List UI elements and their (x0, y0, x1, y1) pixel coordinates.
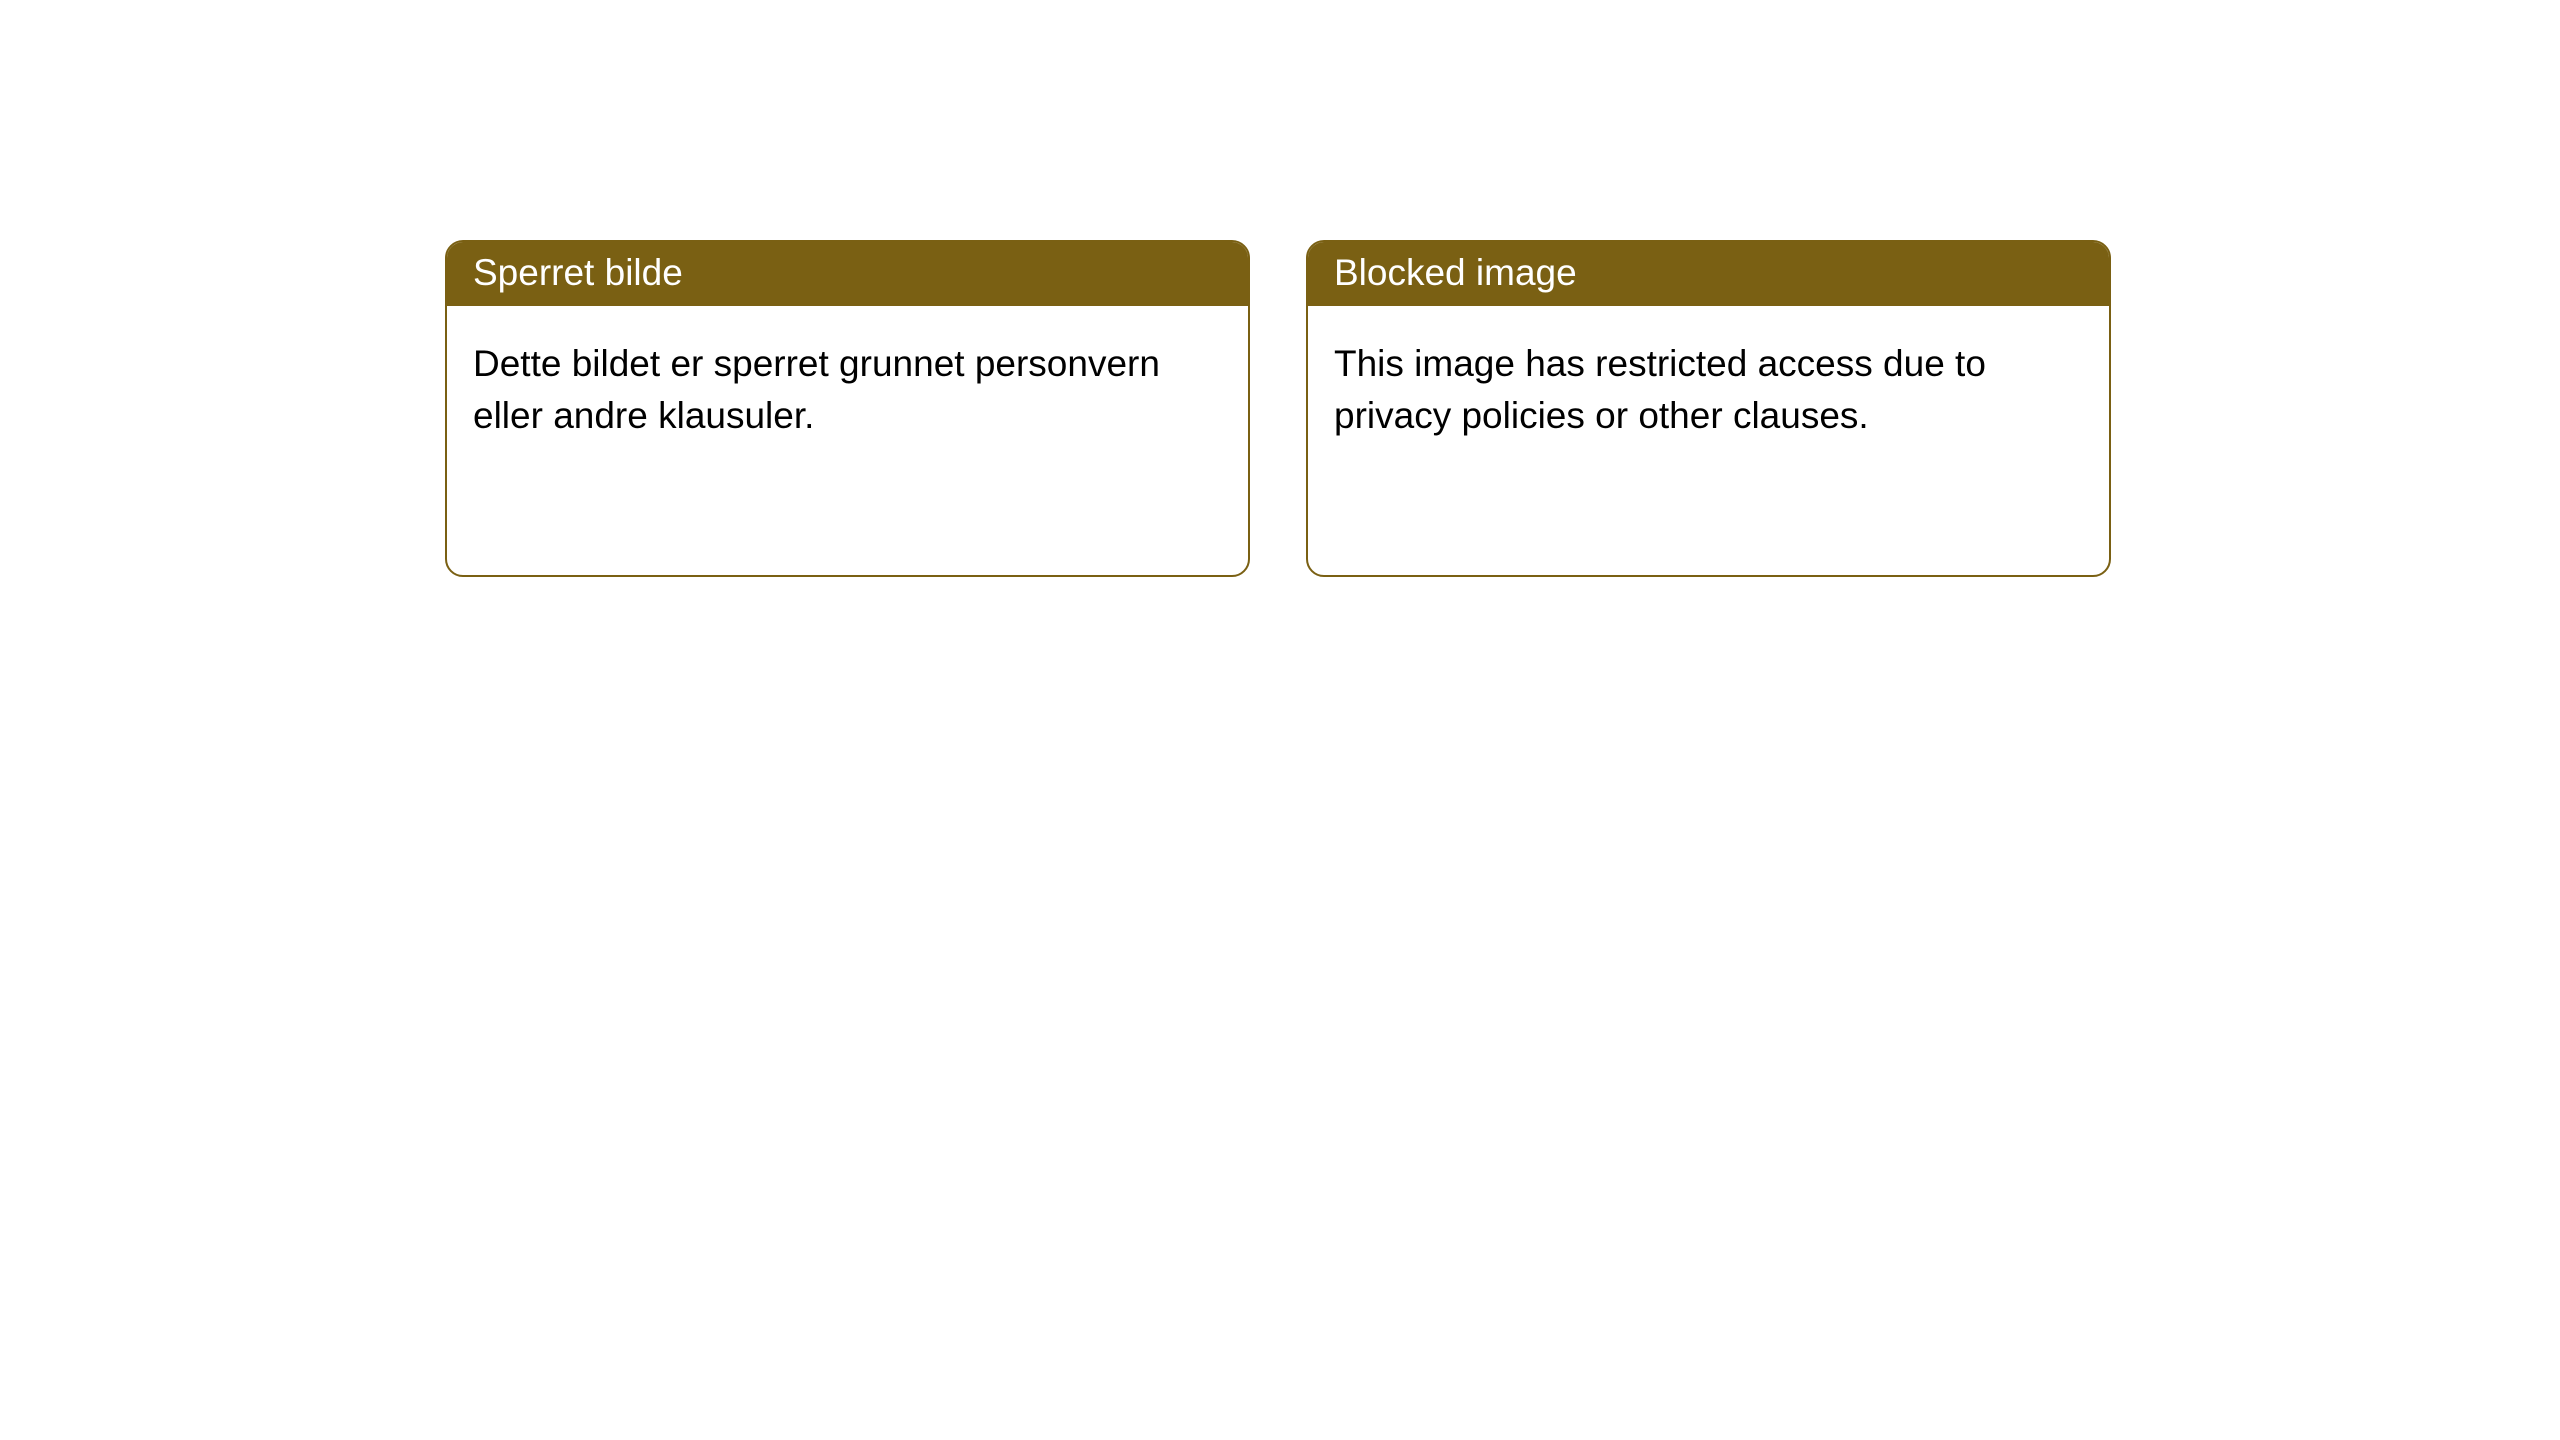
notice-container: Sperret bilde Dette bildet er sperret gr… (0, 0, 2560, 577)
notice-body: Dette bildet er sperret grunnet personve… (447, 306, 1248, 474)
notice-header: Sperret bilde (447, 242, 1248, 306)
notice-card-norwegian: Sperret bilde Dette bildet er sperret gr… (445, 240, 1250, 577)
notice-card-english: Blocked image This image has restricted … (1306, 240, 2111, 577)
notice-body: This image has restricted access due to … (1308, 306, 2109, 474)
notice-header: Blocked image (1308, 242, 2109, 306)
